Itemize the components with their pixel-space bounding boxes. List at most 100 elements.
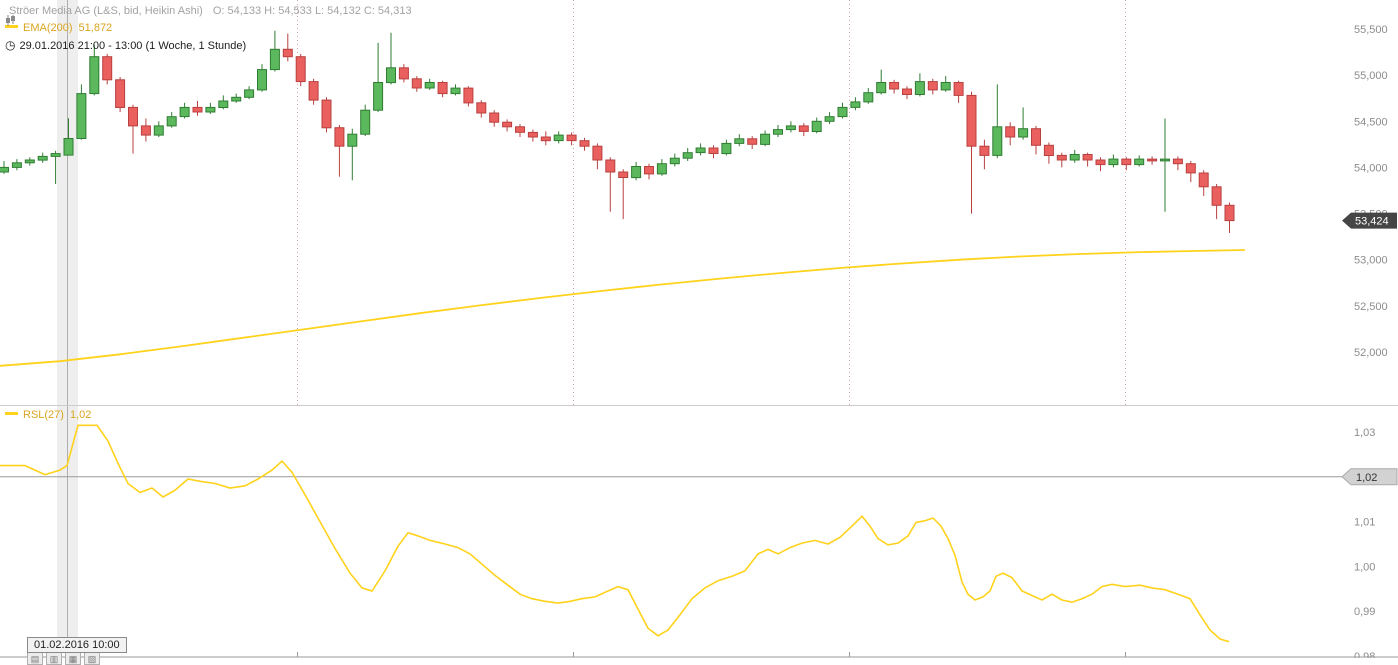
candle[interactable] — [102, 56, 113, 81]
candle[interactable] — [773, 129, 783, 135]
candle[interactable] — [863, 92, 874, 103]
candle[interactable] — [979, 145, 990, 156]
candle[interactable] — [1198, 172, 1209, 188]
candle[interactable] — [669, 157, 680, 165]
candle[interactable] — [1121, 158, 1132, 166]
candle[interactable] — [889, 82, 900, 90]
candle[interactable] — [450, 87, 461, 95]
candle[interactable] — [1185, 163, 1196, 174]
candle[interactable] — [347, 133, 358, 147]
candle[interactable] — [502, 121, 513, 128]
candle[interactable] — [463, 87, 474, 104]
ema-line[interactable] — [0, 249, 1246, 367]
candle[interactable] — [553, 134, 564, 142]
candle[interactable] — [373, 82, 384, 111]
candle[interactable] — [205, 106, 216, 113]
candle[interactable] — [747, 138, 758, 145]
candle[interactable] — [1160, 158, 1170, 162]
candle[interactable] — [231, 96, 242, 102]
candle[interactable] — [63, 138, 74, 156]
candle[interactable] — [850, 101, 861, 108]
candle[interactable] — [1172, 158, 1183, 165]
candle[interactable] — [953, 82, 964, 96]
candle[interactable] — [940, 82, 951, 91]
candle[interactable] — [656, 163, 667, 175]
candle[interactable] — [308, 81, 319, 101]
candle[interactable] — [1031, 128, 1041, 146]
candle[interactable] — [1095, 159, 1106, 166]
candle[interactable] — [398, 67, 409, 80]
candle[interactable] — [914, 81, 925, 95]
candle[interactable] — [37, 155, 48, 161]
candle[interactable] — [1082, 154, 1093, 161]
candle[interactable] — [824, 116, 835, 122]
candle[interactable] — [437, 82, 448, 95]
candle[interactable] — [592, 145, 603, 161]
candle[interactable] — [153, 125, 164, 136]
candle[interactable] — [50, 153, 61, 157]
candle[interactable] — [1108, 158, 1119, 166]
candle[interactable] — [218, 100, 229, 108]
candle[interactable] — [76, 93, 87, 139]
candle[interactable] — [631, 166, 642, 179]
candle[interactable] — [269, 48, 280, 71]
candle[interactable] — [192, 106, 203, 113]
candle[interactable] — [798, 125, 809, 132]
candle[interactable] — [11, 162, 22, 168]
candle[interactable] — [1211, 186, 1222, 206]
candle[interactable] — [1056, 154, 1067, 161]
panel-layout-button-3[interactable]: ▦ — [65, 652, 81, 665]
candle[interactable] — [644, 166, 654, 175]
candle[interactable] — [540, 136, 551, 142]
candle[interactable] — [876, 82, 887, 94]
rsl-indicator-panel[interactable]: 1,03 1,02 1,01 1,00 0,99 0,98 1,02 — [0, 405, 1398, 658]
candle[interactable] — [360, 109, 371, 135]
candle[interactable] — [785, 125, 796, 131]
candle[interactable] — [89, 56, 100, 95]
panel-layout-button-4[interactable]: ▧ — [84, 652, 100, 665]
candle[interactable] — [244, 89, 255, 98]
candle[interactable] — [411, 78, 422, 89]
candle[interactable] — [902, 88, 912, 95]
candle[interactable] — [1043, 144, 1054, 157]
candle[interactable] — [321, 99, 332, 129]
candle[interactable] — [115, 79, 126, 109]
candle[interactable] — [992, 126, 1003, 156]
candle[interactable] — [24, 159, 35, 164]
candle[interactable] — [1147, 158, 1158, 162]
ema-legend-row[interactable]: EMA(200) 51,872 — [5, 20, 412, 37]
candle[interactable] — [424, 82, 435, 89]
candle[interactable] — [476, 102, 487, 114]
price-chart-panel[interactable]: 55,50055,00054,50054,00053,50053,00052,5… — [0, 0, 1398, 405]
candle[interactable] — [1069, 154, 1080, 161]
candle[interactable] — [579, 140, 590, 147]
candle[interactable] — [760, 133, 771, 145]
rsl-legend-row[interactable]: RSL(27) 1,02 — [5, 409, 91, 421]
candle[interactable] — [1018, 128, 1029, 138]
candle[interactable] — [605, 159, 616, 173]
candle[interactable] — [0, 166, 9, 173]
candle[interactable] — [566, 134, 577, 142]
candle[interactable] — [708, 147, 719, 154]
candle[interactable] — [618, 171, 629, 178]
candle[interactable] — [527, 131, 538, 138]
panel-layout-button-1[interactable]: ▤ — [27, 652, 43, 665]
candle[interactable] — [927, 81, 938, 91]
candle[interactable] — [515, 126, 525, 133]
candle[interactable] — [721, 142, 732, 155]
panel-layout-button-2[interactable]: ▥ — [46, 652, 62, 665]
candle[interactable] — [128, 106, 138, 127]
candle[interactable] — [257, 69, 267, 91]
candle[interactable] — [682, 152, 693, 159]
candle[interactable] — [734, 138, 745, 144]
rsl-line[interactable] — [0, 424, 1230, 643]
candle[interactable] — [179, 106, 190, 118]
candle[interactable] — [140, 125, 151, 136]
candle[interactable] — [166, 116, 177, 127]
candle[interactable] — [334, 127, 345, 147]
candle[interactable] — [282, 48, 293, 58]
candle[interactable] — [966, 94, 977, 147]
candle[interactable] — [386, 67, 396, 84]
candle[interactable] — [295, 56, 306, 83]
candle[interactable] — [1134, 158, 1145, 166]
